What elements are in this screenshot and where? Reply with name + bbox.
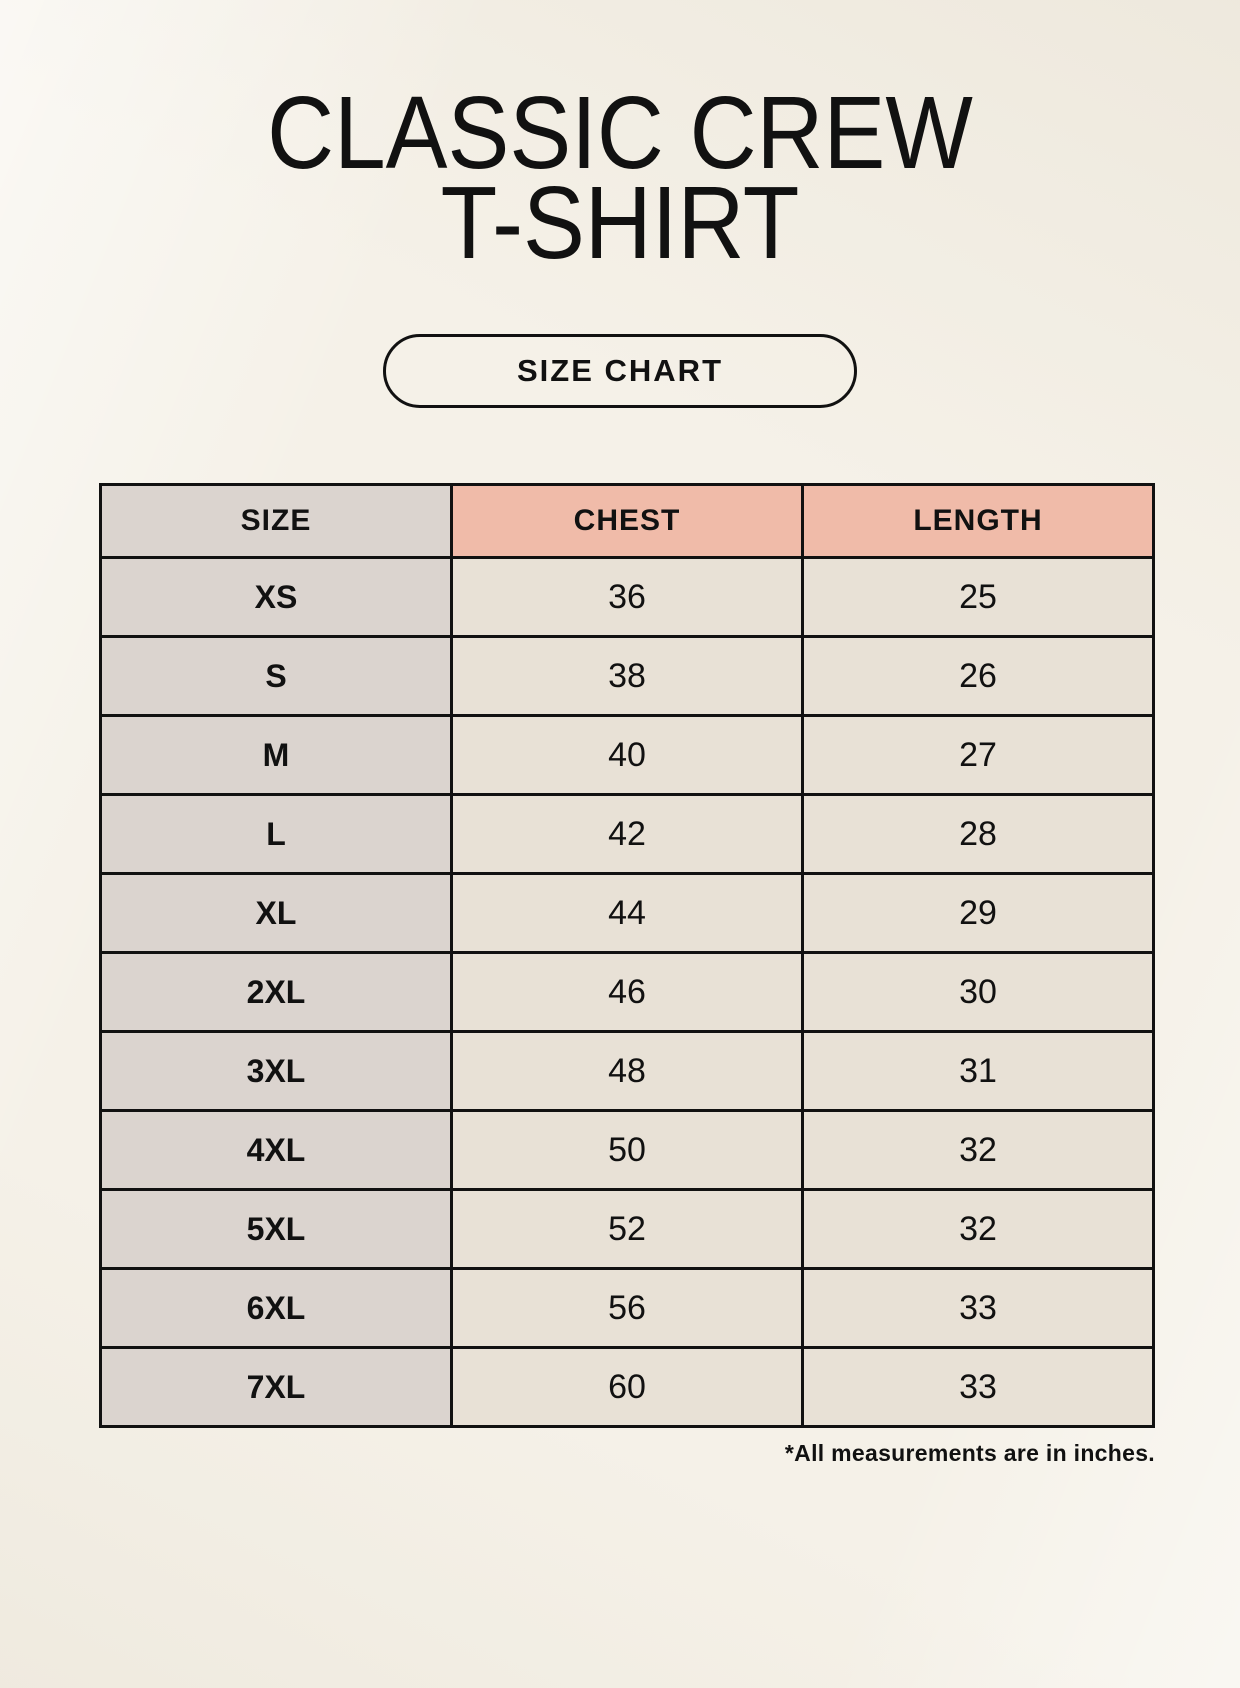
table-row: 7XL 60 33 (99, 1346, 1155, 1428)
chest-cell: 46 (450, 951, 804, 1033)
length-cell: 30 (801, 951, 1155, 1033)
size-chart-table-container: SIZE CHEST LENGTH XS 36 25 S 38 26 M 40 27 L 42 28 XL 4… (99, 483, 1240, 1428)
length-cell: 32 (801, 1188, 1155, 1270)
table-row: 2XL 46 30 (99, 951, 1155, 1033)
size-cell: 7XL (99, 1346, 453, 1428)
measurements-footnote: *All measurements are in inches. (784, 1440, 1155, 1466)
length-cell: 32 (801, 1109, 1155, 1191)
column-header-length: LENGTH (801, 483, 1155, 559)
page-title-line-2: T-SHIRT (440, 165, 800, 280)
length-cell: 33 (801, 1346, 1155, 1428)
chest-cell: 42 (450, 793, 804, 875)
size-cell: S (99, 635, 453, 717)
length-cell: 27 (801, 714, 1155, 796)
chest-cell: 38 (450, 635, 804, 717)
table-row: 4XL 50 32 (99, 1109, 1155, 1191)
size-chart-button[interactable]: SIZE CHART (383, 334, 857, 408)
length-cell: 28 (801, 793, 1155, 875)
chest-cell: 60 (450, 1346, 804, 1428)
table-row: M 40 27 (99, 714, 1155, 796)
table-row: XS 36 25 (99, 556, 1155, 638)
page-title-line-1: CLASSIC CREW (267, 75, 973, 190)
chest-cell: 40 (450, 714, 804, 796)
column-header-size: SIZE (99, 483, 453, 559)
length-cell: 26 (801, 635, 1155, 717)
table-body: XS 36 25 S 38 26 M 40 27 L 42 28 XL 44 29 2XL 46 30 3XL 48 3… (99, 556, 1155, 1428)
size-chart-button-label: SIZE CHART (517, 353, 723, 388)
column-header-chest: CHEST (450, 483, 804, 559)
size-cell: 2XL (99, 951, 453, 1033)
size-cell: XL (99, 872, 453, 954)
chest-cell: 50 (450, 1109, 804, 1191)
length-cell: 29 (801, 872, 1155, 954)
size-cell: M (99, 714, 453, 796)
size-cell: 5XL (99, 1188, 453, 1270)
table-row: S 38 26 (99, 635, 1155, 717)
page-background: { "title": { "line1": "CLASSIC CREW", "l… (0, 75, 1240, 1688)
size-cell: 6XL (99, 1267, 453, 1349)
chest-cell: 48 (450, 1030, 804, 1112)
table-header-row: SIZE CHEST LENGTH (99, 483, 1155, 559)
chest-cell: 56 (450, 1267, 804, 1349)
page-title: CLASSIC CREW T-SHIRT (62, 75, 1178, 280)
size-cell: L (99, 793, 453, 875)
chest-cell: 44 (450, 872, 804, 954)
size-cell: XS (99, 556, 453, 638)
table-row: 5XL 52 32 (99, 1188, 1155, 1270)
table-row: 6XL 56 33 (99, 1267, 1155, 1349)
length-cell: 31 (801, 1030, 1155, 1112)
size-cell: 4XL (99, 1109, 453, 1191)
length-cell: 25 (801, 556, 1155, 638)
chest-cell: 52 (450, 1188, 804, 1270)
table-row: L 42 28 (99, 793, 1155, 875)
length-cell: 33 (801, 1267, 1155, 1349)
chest-cell: 36 (450, 556, 804, 638)
table-row: 3XL 48 31 (99, 1030, 1155, 1112)
table-header: SIZE CHEST LENGTH (99, 483, 1155, 559)
table-row: XL 44 29 (99, 872, 1155, 954)
size-chart-table: SIZE CHEST LENGTH XS 36 25 S 38 26 M 40 27 L 42 28 XL 4… (99, 483, 1155, 1428)
size-cell: 3XL (99, 1030, 453, 1112)
